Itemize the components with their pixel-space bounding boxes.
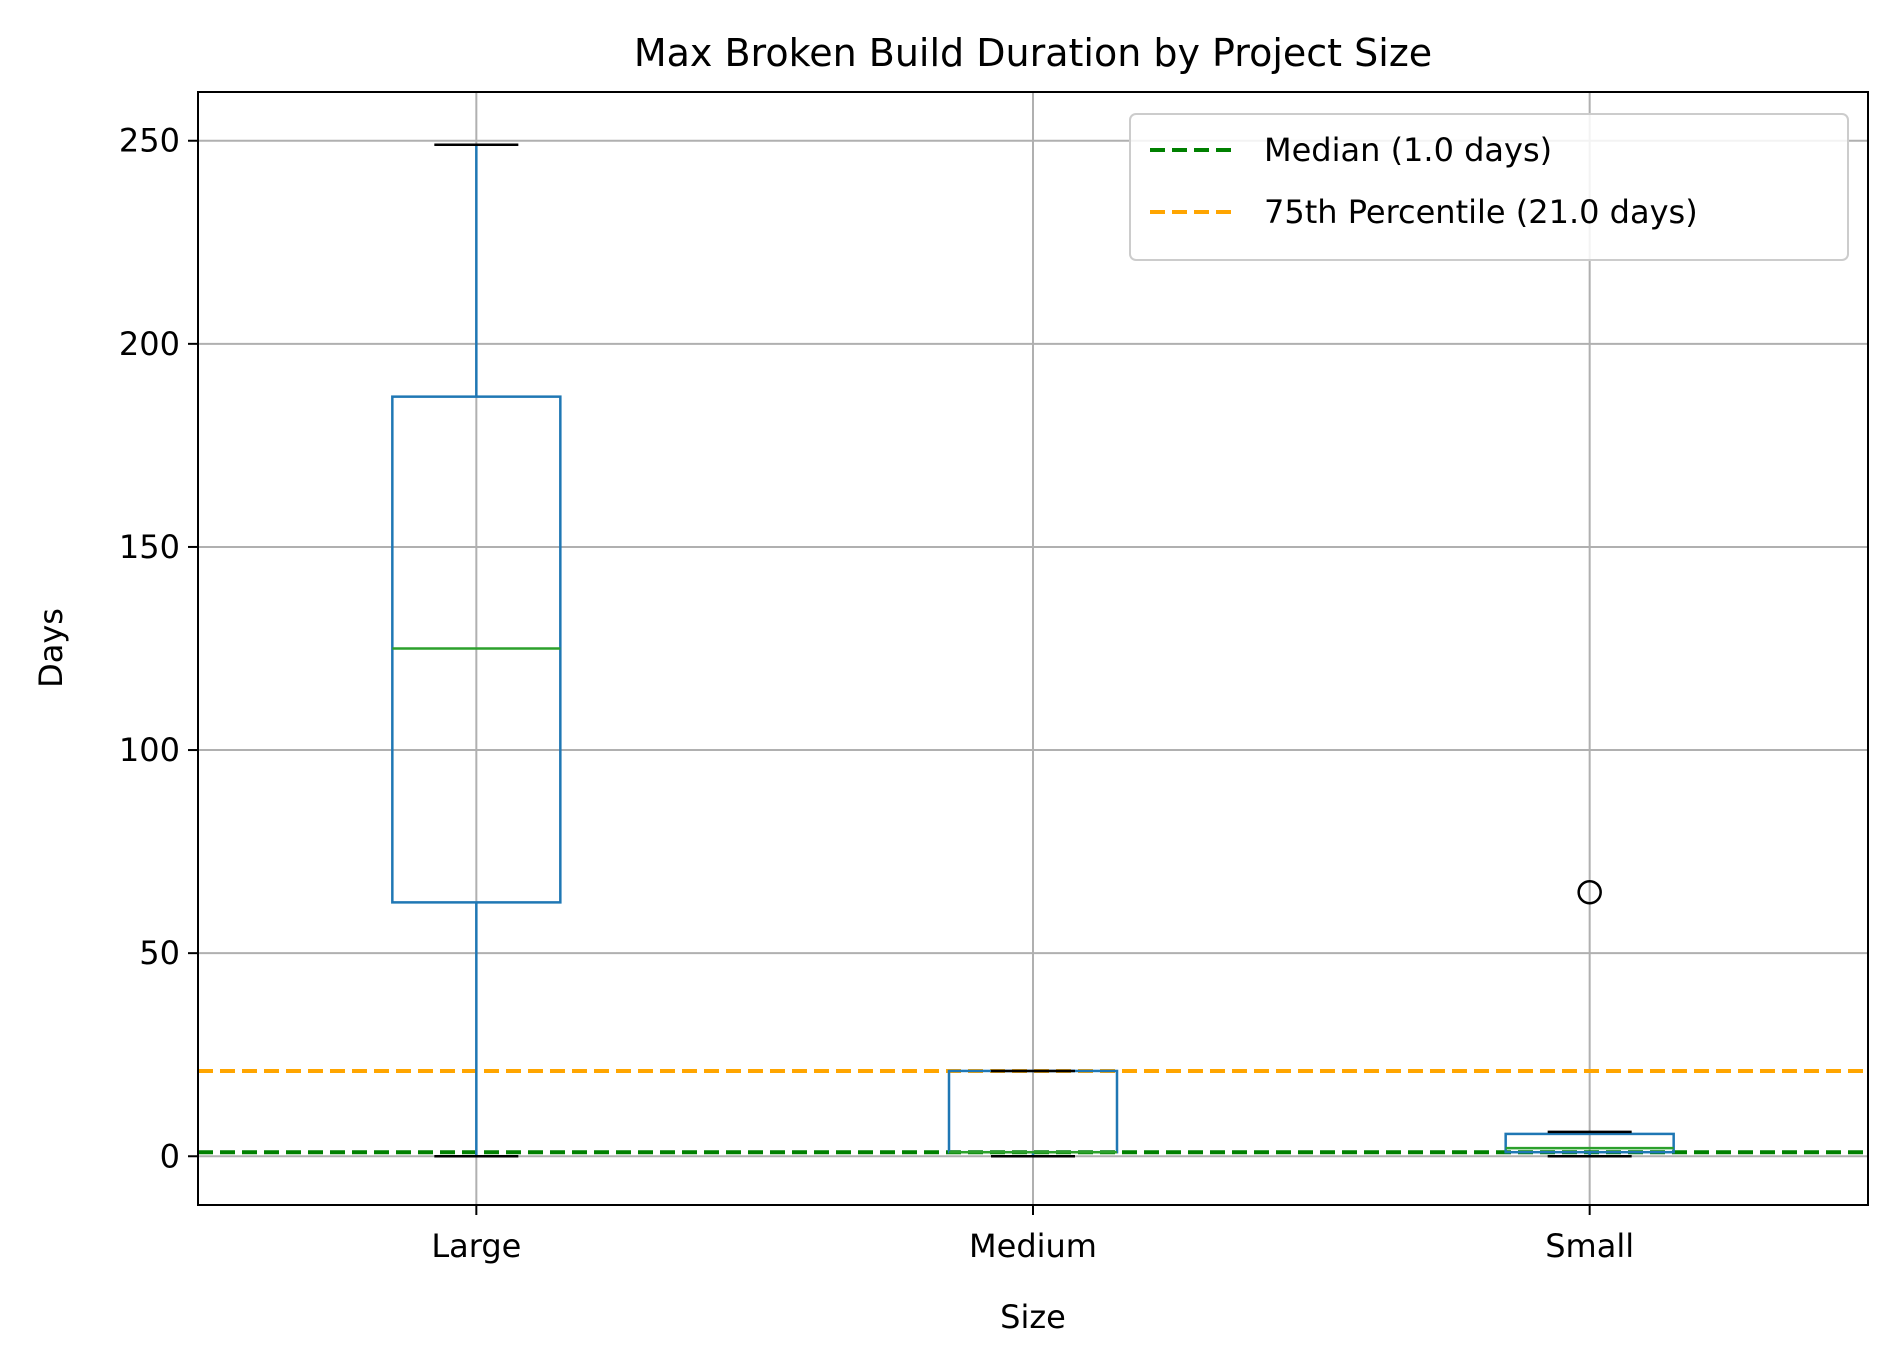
legend: Median (1.0 days) 75th Percentile (21.0 d…: [1129, 113, 1849, 261]
y-tick-label-0: 0: [160, 1137, 180, 1175]
y-tick-label-4: 200: [119, 325, 180, 363]
legend-label-1: 75th Percentile (21.0 days): [1264, 193, 1698, 231]
x-tick-label-medium: Medium: [969, 1227, 1097, 1265]
chart-title: Max Broken Build Duration by Project Siz…: [634, 31, 1432, 75]
y-tick-label-2: 100: [119, 731, 180, 769]
x-axis-ticks: Large Medium Small: [431, 1205, 1634, 1265]
y-tick-label-3: 150: [119, 528, 180, 566]
x-tick-label-large: Large: [431, 1227, 521, 1265]
x-axis-label: Size: [1000, 1298, 1066, 1336]
box-small: [1504, 1132, 1675, 1154]
x-tick-label-small: Small: [1545, 1227, 1634, 1265]
y-tick-label-5: 250: [119, 122, 180, 160]
legend-box: [1129, 113, 1849, 261]
legend-label-0: Median (1.0 days): [1264, 131, 1552, 169]
y-axis-label: Days: [32, 608, 70, 688]
boxes: [391, 143, 1675, 1158]
y-tick-label-1: 50: [139, 934, 180, 972]
y-axis-ticks: 0 50 100 150 200 250: [119, 122, 198, 1175]
outlier-small-0: [1577, 879, 1602, 905]
